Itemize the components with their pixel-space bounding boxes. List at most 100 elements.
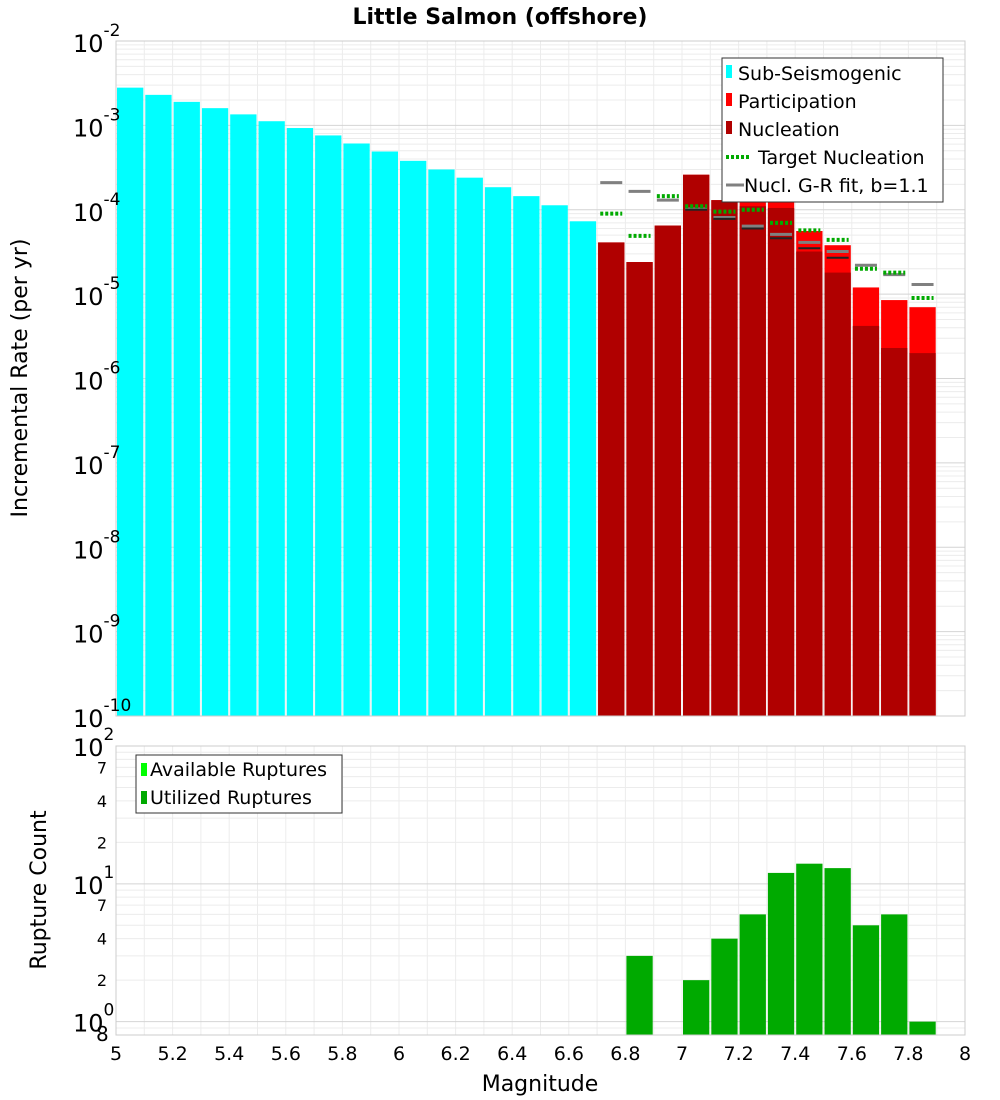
legend-swatch-participation (726, 93, 732, 106)
y-tick-exponent: -7 (104, 443, 121, 463)
y-tick-label: 10-3 (73, 105, 121, 142)
utilized-ruptures-bar (852, 925, 880, 1035)
y-tick-label: 10-2 (73, 21, 121, 58)
y-tick-exponent: 0 (104, 1001, 115, 1021)
y-tick-label: 10-7 (73, 443, 121, 480)
sub-seismogenic-bar (569, 221, 597, 716)
sub-seismogenic-bar (541, 205, 568, 717)
legend-swatch-sub-seismogenic (726, 65, 732, 78)
x-tick-label: 5 (110, 1043, 122, 1065)
y-tick-label: 10-10 (73, 696, 131, 733)
nucleation-bar (852, 325, 880, 716)
x-tick-label: 6.2 (440, 1043, 470, 1065)
chart-title: Little Salmon (offshore) (353, 5, 648, 30)
y-tick-exponent: -6 (104, 359, 121, 379)
sub-seismogenic-bar (400, 160, 427, 717)
legend-label: Target Nucleation (757, 147, 925, 169)
utilized-ruptures-bar (683, 980, 710, 1035)
sub-seismogenic-bar (371, 151, 398, 716)
sub-seismogenic-bar (428, 169, 455, 716)
y-tick-label: 10-4 (73, 190, 121, 227)
utilized-ruptures-bar (824, 868, 851, 1035)
y-tick-label: 10-8 (73, 527, 121, 564)
x-tick-label: 7.6 (837, 1043, 867, 1065)
y-tick-exponent: -8 (104, 527, 121, 547)
y-tick-label: 2 (97, 971, 107, 990)
x-tick-label: 7.2 (723, 1043, 753, 1065)
y-tick-label: 7 (97, 896, 107, 915)
utilized-ruptures-bar (767, 872, 795, 1035)
legend-label: Sub-Seismogenic (738, 63, 902, 85)
y-tick-label: 10-5 (73, 274, 121, 311)
sub-seismogenic-bar (343, 143, 370, 716)
nucleation-bar (626, 262, 653, 716)
nucleation-bar (683, 174, 710, 716)
legend-label: Utilized Ruptures (150, 787, 312, 809)
y-tick-label: 2 (97, 833, 107, 852)
utilized-ruptures-bar (796, 863, 823, 1035)
y-tick-label: 10-6 (73, 359, 121, 396)
plot-frame (115, 40, 966, 717)
nucleation-bar (881, 347, 908, 716)
y-tick-label: 101 (73, 863, 114, 900)
y-tick-label: 10-9 (73, 612, 121, 649)
nucleation-bar (654, 225, 681, 716)
utilized-ruptures-bar (881, 914, 908, 1035)
utilized-ruptures-bar (739, 914, 766, 1035)
legend-label: Nucl. G-R fit, b=1.1 (744, 175, 929, 197)
y-tick-exponent: -3 (104, 105, 121, 125)
legend-box (721, 57, 944, 203)
utilized-ruptures-bar (711, 938, 738, 1035)
legend-label: Nucleation (738, 119, 840, 141)
x-tick-label: 6.4 (497, 1043, 527, 1065)
x-tick-label: 5.6 (271, 1043, 301, 1065)
sub-seismogenic-bar (286, 128, 314, 717)
sub-seismogenic-bar (484, 187, 512, 716)
utilized-ruptures-bar (909, 1021, 936, 1035)
legend-label: Available Ruptures (150, 759, 327, 781)
x-tick-label: 8 (959, 1043, 971, 1065)
y-tick-exponent: -10 (104, 696, 132, 716)
y-tick-exponent: -5 (104, 274, 121, 294)
y-tick-exponent: 1 (104, 863, 115, 883)
x-tick-label: 7.8 (893, 1043, 923, 1065)
legend-swatch-available (141, 763, 147, 776)
sub-seismogenic-bar (145, 94, 172, 716)
y-tick-label: 4 (97, 792, 107, 811)
x-tick-label: 7.4 (780, 1043, 810, 1065)
nucleation-bar (711, 200, 738, 716)
x-tick-label: 6 (393, 1043, 405, 1065)
y-tick-exponent: -2 (104, 21, 121, 41)
x-tick-label: 7 (676, 1043, 688, 1065)
legend-swatch-utilized (141, 791, 147, 804)
x-tick-label: 6.8 (610, 1043, 640, 1065)
plot-frame (115, 745, 966, 1036)
magnitude-axis-label: Magnitude (482, 1072, 599, 1097)
y-tick-label: 7 (97, 758, 107, 777)
x-tick-label: 6.6 (554, 1043, 584, 1065)
sub-seismogenic-bar (201, 108, 229, 717)
utilized-ruptures-bar (626, 955, 653, 1035)
sub-seismogenic-bar (258, 121, 285, 716)
sub-seismogenic-bar (513, 196, 540, 716)
sub-seismogenic-bar (117, 87, 144, 716)
legend-swatch-nucleation (726, 121, 732, 134)
nucleation-bar (767, 207, 795, 716)
nucleation-bar (909, 353, 936, 716)
rate-axis-label: Incremental Rate (per yr) (8, 239, 33, 518)
nucleation-bar (739, 206, 766, 716)
rate-plot: 10-10 10-9 10-8 10-7 10-6 10-5 10-4 10-3 10-2 Sub… (73, 21, 966, 733)
nucleation-bar (824, 272, 851, 716)
legend-box (135, 754, 343, 814)
legend-label: Participation (738, 91, 857, 113)
x-tick-label: 5.2 (157, 1043, 187, 1065)
nucleation-bar (598, 242, 625, 716)
y-tick-label: 8 (96, 1022, 109, 1046)
y-tick-exponent: -9 (104, 612, 121, 632)
nucleation-bar (796, 251, 823, 716)
sub-seismogenic-bar (173, 101, 200, 716)
y-tick-exponent: -4 (104, 190, 121, 210)
count-axis-label: Rupture Count (27, 810, 52, 970)
y-tick-label: 4 (97, 930, 107, 949)
